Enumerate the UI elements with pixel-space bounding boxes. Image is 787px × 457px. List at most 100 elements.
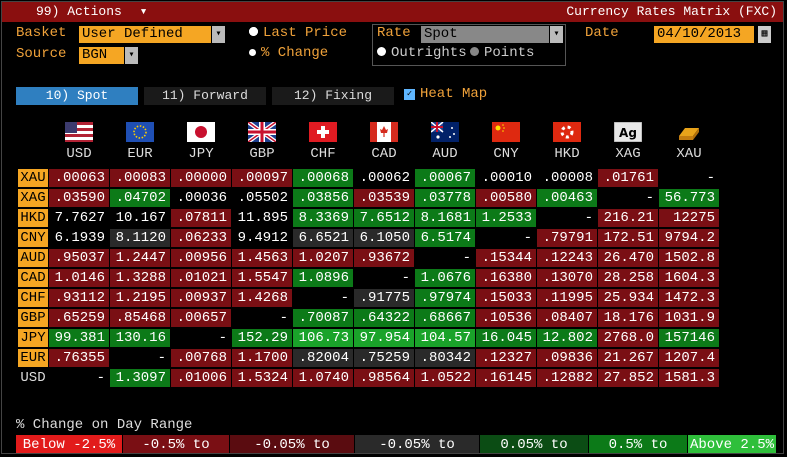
rate-cell[interactable]: .00937	[171, 289, 231, 307]
rate-cell[interactable]: .03539	[354, 189, 414, 207]
rate-cell[interactable]: 1.3097	[110, 369, 170, 387]
row-header[interactable]: GBP	[18, 309, 48, 327]
rate-cell[interactable]: .05502	[232, 189, 292, 207]
rate-cell[interactable]: -	[232, 309, 292, 327]
rate-cell[interactable]: .00956	[171, 249, 231, 267]
row-header[interactable]: XAG	[18, 189, 48, 207]
rate-cell[interactable]: .13070	[537, 269, 597, 287]
rate-cell[interactable]: .95037	[49, 249, 109, 267]
rate-cell[interactable]: .98564	[354, 369, 414, 387]
rate-cell[interactable]: .15033	[476, 289, 536, 307]
rate-cell[interactable]: .00008	[537, 169, 597, 187]
rate-cell[interactable]: 9.4912	[232, 229, 292, 247]
tab-spot[interactable]: 10) Spot	[16, 87, 138, 105]
rate-cell[interactable]: 1.1700	[232, 349, 292, 367]
rate-cell[interactable]: 1502.8	[659, 249, 719, 267]
rate-cell[interactable]: 1.0740	[293, 369, 353, 387]
rate-cell[interactable]: 8.1681	[415, 209, 475, 227]
row-header[interactable]: CHF	[18, 289, 48, 307]
rate-cell[interactable]: .09836	[537, 349, 597, 367]
row-header[interactable]: JPY	[18, 329, 48, 347]
radio-outrights[interactable]: Outrights	[377, 45, 467, 61]
rate-cell[interactable]: .00657	[171, 309, 231, 327]
rate-cell[interactable]: .00580	[476, 189, 536, 207]
rate-cell[interactable]: .00768	[171, 349, 231, 367]
rate-cell[interactable]: .16380	[476, 269, 536, 287]
rate-cell[interactable]: 1.5547	[232, 269, 292, 287]
rate-cell[interactable]: 6.5174	[415, 229, 475, 247]
rate-cell[interactable]: .00062	[354, 169, 414, 187]
rate-cell[interactable]: 18.176	[598, 309, 658, 327]
rate-cell[interactable]: .01021	[171, 269, 231, 287]
rate-cell[interactable]: .00000	[171, 169, 231, 187]
rate-cell[interactable]: .06233	[171, 229, 231, 247]
rate-cell[interactable]: 1.4268	[232, 289, 292, 307]
row-header[interactable]: CNY	[18, 229, 48, 247]
rate-cell[interactable]: 11.895	[232, 209, 292, 227]
rate-cell[interactable]: .65259	[49, 309, 109, 327]
rate-cell[interactable]: 10.167	[110, 209, 170, 227]
rate-cell[interactable]: .00097	[232, 169, 292, 187]
rate-cell[interactable]: 21.267	[598, 349, 658, 367]
row-header[interactable]: AUD	[18, 249, 48, 267]
rate-cell[interactable]: .85468	[110, 309, 170, 327]
rate-cell[interactable]: -	[659, 169, 719, 187]
rate-cell[interactable]: 28.258	[598, 269, 658, 287]
rate-cell[interactable]: 1.0207	[293, 249, 353, 267]
rate-cell[interactable]: -	[49, 369, 109, 387]
rate-cell[interactable]: 216.21	[598, 209, 658, 227]
radio-points[interactable]: Points	[470, 45, 534, 61]
radio-last-price[interactable]: Last Price	[249, 25, 347, 41]
rate-cell[interactable]: 99.381	[49, 329, 109, 347]
row-header[interactable]: HKD	[18, 209, 48, 227]
rate-cell[interactable]: 1.2195	[110, 289, 170, 307]
calendar-icon[interactable]: ▦	[758, 26, 771, 43]
rate-cell[interactable]: 56.773	[659, 189, 719, 207]
rate-cell[interactable]: .16145	[476, 369, 536, 387]
rate-cell[interactable]: 12.802	[537, 329, 597, 347]
rate-cell[interactable]: 106.73	[293, 329, 353, 347]
rate-cell[interactable]: 9794.2	[659, 229, 719, 247]
rate-cell[interactable]: .10536	[476, 309, 536, 327]
rate-cell[interactable]: -	[476, 229, 536, 247]
rate-cell[interactable]: 16.045	[476, 329, 536, 347]
rate-cell[interactable]: .97974	[415, 289, 475, 307]
tab-forward[interactable]: 11) Forward	[144, 87, 266, 105]
rate-cell[interactable]: .00067	[415, 169, 475, 187]
rate-cell[interactable]: 1.5324	[232, 369, 292, 387]
basket-dropdown-icon[interactable]: ▾	[212, 26, 225, 43]
rate-cell[interactable]: .00068	[293, 169, 353, 187]
heat-map-checkbox[interactable]: ✓	[404, 89, 415, 100]
date-input[interactable]: 04/10/2013	[654, 26, 754, 43]
row-header[interactable]: CAD	[18, 269, 48, 287]
rate-cell[interactable]: .80342	[415, 349, 475, 367]
rate-cell[interactable]: .03778	[415, 189, 475, 207]
rate-cell[interactable]: 1.0146	[49, 269, 109, 287]
rate-cell[interactable]: 130.16	[110, 329, 170, 347]
rate-cell[interactable]: 104.57	[415, 329, 475, 347]
rate-cell[interactable]: 8.1120	[110, 229, 170, 247]
rate-cell[interactable]: 8.3369	[293, 209, 353, 227]
rate-cell[interactable]: .70087	[293, 309, 353, 327]
rate-cell[interactable]: .76355	[49, 349, 109, 367]
rate-cell[interactable]: 152.29	[232, 329, 292, 347]
rate-cell[interactable]: 1.2533	[476, 209, 536, 227]
rate-cell[interactable]: .11995	[537, 289, 597, 307]
rate-cell[interactable]: 26.470	[598, 249, 658, 267]
rate-cell[interactable]: .00083	[110, 169, 170, 187]
rate-dropdown-icon[interactable]: ▾	[550, 26, 563, 43]
rate-cell[interactable]: 1604.3	[659, 269, 719, 287]
rate-cell[interactable]: .01006	[171, 369, 231, 387]
source-select[interactable]: BGN	[79, 47, 124, 64]
rate-cell[interactable]: 1.0896	[293, 269, 353, 287]
rate-cell[interactable]: -	[110, 349, 170, 367]
rate-cell[interactable]: .75259	[354, 349, 414, 367]
row-header[interactable]: XAU	[18, 169, 48, 187]
source-dropdown-icon[interactable]: ▾	[125, 47, 138, 64]
rate-cell[interactable]: 7.7627	[49, 209, 109, 227]
rate-cell[interactable]: .03856	[293, 189, 353, 207]
rate-cell[interactable]: .15344	[476, 249, 536, 267]
rate-cell[interactable]: .03590	[49, 189, 109, 207]
rate-cell[interactable]: .82004	[293, 349, 353, 367]
rate-select[interactable]: Spot	[421, 26, 549, 43]
